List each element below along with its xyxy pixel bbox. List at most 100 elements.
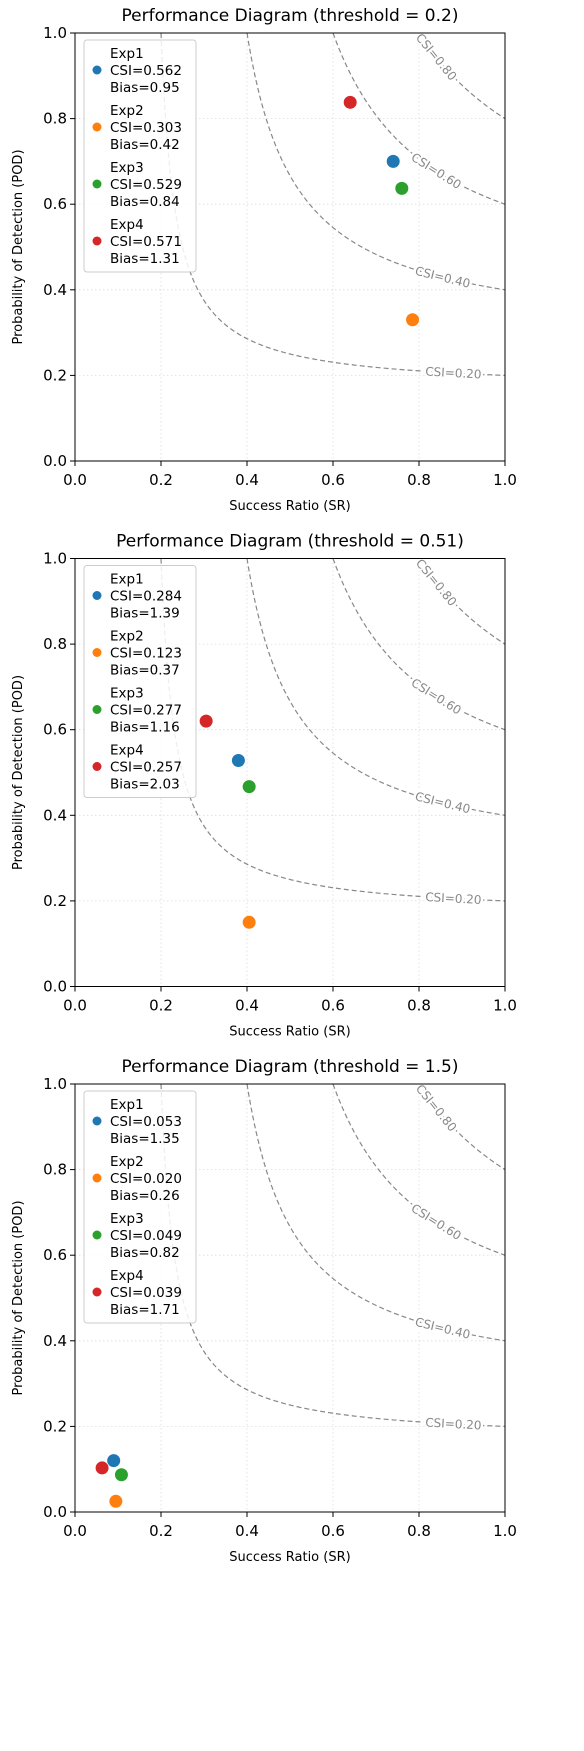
- csi-contour: [160, 558, 505, 902]
- legend-label: CSI=0.303: [110, 120, 182, 136]
- y-tick-label: 0.8: [43, 635, 67, 653]
- csi-contour: [246, 1084, 505, 1342]
- legend-box: [83, 565, 197, 798]
- legend-marker: [92, 65, 102, 75]
- legend-label: Bias=0.82: [110, 1245, 180, 1261]
- y-tick-label: 0.0: [43, 978, 67, 996]
- legend-marker: [92, 236, 102, 246]
- legend-label: Bias=0.42: [110, 137, 180, 153]
- point: [343, 95, 357, 109]
- legend-label: CSI=0.571: [110, 234, 182, 250]
- legend-marker: [92, 1287, 102, 1297]
- legend-label: CSI=0.257: [110, 760, 182, 776]
- legend-marker: [92, 591, 102, 600]
- legend-label: CSI=0.529: [110, 177, 182, 193]
- chart: Performance Diagram (threshold = 0.51) Su…: [11, 532, 517, 1040]
- point: [406, 313, 420, 327]
- point: [107, 1454, 121, 1468]
- y-tick-label: 1.0: [43, 1075, 67, 1093]
- csi-contour: [246, 558, 505, 816]
- csi-contour: [246, 33, 505, 291]
- point: [395, 181, 409, 195]
- legend-label: Bias=0.26: [110, 1188, 180, 1204]
- legend-marker: [92, 1173, 102, 1183]
- chart-title: Performance Diagram (threshold = 0.2): [122, 6, 459, 26]
- legend-box: [83, 39, 197, 273]
- legend-box: [83, 1090, 197, 1324]
- y-tick-label: 0.2: [43, 366, 67, 384]
- y-tick-label: 0.2: [43, 892, 67, 910]
- point: [231, 754, 245, 768]
- legend-label: CSI=0.049: [110, 1228, 182, 1244]
- csi-contour: [418, 33, 505, 120]
- legend-label: Bias=1.71: [110, 1302, 180, 1318]
- y-tick-label: 0.6: [43, 195, 67, 213]
- legend-label: Exp2: [110, 103, 144, 119]
- legend-label: CSI=0.277: [110, 703, 182, 719]
- csi-label: CSI=0.80: [413, 556, 459, 608]
- legend-label: Exp3: [110, 686, 144, 702]
- point: [386, 154, 400, 168]
- legend-label: Exp4: [110, 217, 144, 233]
- x-tick-label: 0.2: [149, 1522, 173, 1540]
- x-tick-label: 0.8: [407, 1522, 431, 1540]
- csi-label: CSI=0.20: [425, 365, 482, 382]
- csi-contour: [332, 558, 505, 731]
- legend-marker: [92, 705, 102, 714]
- csi-contour: [160, 1084, 505, 1427]
- point: [95, 1461, 109, 1475]
- csi-contour: [418, 1084, 505, 1171]
- legend-marker: [92, 648, 102, 657]
- axes-frame: [74, 558, 506, 987]
- y-axis-label: Probability of Detection (POD): [11, 149, 26, 344]
- axes-frame: [74, 32, 506, 462]
- legend-label: CSI=0.562: [110, 63, 182, 79]
- legend-label: Exp3: [110, 160, 144, 176]
- y-tick-label: 0.2: [43, 1417, 67, 1435]
- legend-label: CSI=0.123: [110, 646, 182, 662]
- y-tick-label: 1.0: [43, 550, 67, 568]
- legend-marker: [92, 179, 102, 189]
- csi-label: CSI=0.60: [409, 150, 464, 192]
- x-tick-label: 0.2: [149, 471, 173, 489]
- legend-label: Exp1: [110, 1097, 144, 1113]
- legend-label: Exp2: [110, 629, 144, 645]
- csi-label: CSI=0.80: [413, 1082, 459, 1134]
- legend-label: Exp4: [110, 1268, 144, 1284]
- y-tick-label: 0.4: [43, 281, 67, 299]
- x-axis-label: Success Ratio (SR): [229, 499, 350, 514]
- legend-label: Exp1: [110, 572, 144, 588]
- csi-label: CSI=0.40: [414, 789, 472, 816]
- x-tick-label: 0.8: [407, 471, 431, 489]
- chart-title: Performance Diagram (threshold = 0.51): [116, 532, 464, 552]
- csi-label: CSI=0.40: [414, 264, 472, 291]
- legend-label: Bias=1.16: [110, 720, 180, 736]
- point: [114, 1468, 128, 1482]
- y-axis-label: Probability of Detection (POD): [11, 1200, 26, 1395]
- legend-marker: [92, 1116, 102, 1126]
- point: [199, 714, 213, 728]
- y-tick-label: 0.4: [43, 806, 67, 824]
- legend-marker: [92, 762, 102, 771]
- point: [242, 915, 256, 929]
- x-tick-label: 0.0: [63, 1522, 87, 1540]
- csi-label: CSI=0.60: [409, 676, 464, 718]
- x-tick-label: 0.6: [321, 1522, 345, 1540]
- legend-label: Bias=2.03: [110, 777, 180, 793]
- legend-label: Bias=0.37: [110, 663, 180, 679]
- x-tick-label: 1.0: [493, 997, 517, 1015]
- x-tick-label: 0.4: [235, 471, 259, 489]
- legend-label: Bias=1.31: [110, 251, 180, 267]
- x-tick-label: 0.0: [63, 997, 87, 1015]
- y-axis-label: Probability of Detection (POD): [11, 675, 26, 870]
- x-tick-label: 1.0: [493, 471, 517, 489]
- legend-label: CSI=0.039: [110, 1285, 182, 1301]
- csi-contour: [418, 558, 505, 645]
- chart: Performance Diagram (threshold = 0.2) Suc…: [11, 6, 517, 514]
- csi-label: CSI=0.20: [425, 890, 482, 907]
- point: [242, 780, 256, 794]
- x-tick-label: 1.0: [493, 1522, 517, 1540]
- x-tick-label: 0.0: [63, 471, 87, 489]
- y-tick-label: 0.4: [43, 1332, 67, 1350]
